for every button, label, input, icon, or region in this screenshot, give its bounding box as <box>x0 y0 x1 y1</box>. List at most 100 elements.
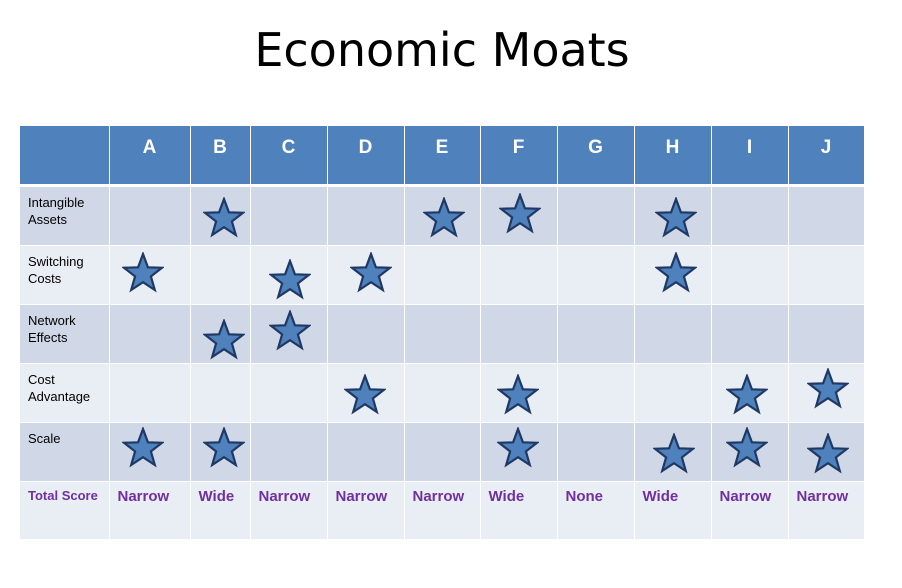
moat-cell <box>190 363 251 423</box>
moat-cell <box>480 245 558 305</box>
moat-cell <box>327 304 405 364</box>
moat-cell <box>190 185 251 246</box>
score-value: Wide <box>190 481 251 540</box>
column-header: F <box>480 126 558 187</box>
moat-cell <box>711 363 789 423</box>
header-corner <box>20 126 110 187</box>
moat-cell <box>109 245 191 305</box>
moat-cell <box>109 422 191 482</box>
star-icon <box>349 251 392 293</box>
moat-cell <box>788 185 865 246</box>
moat-cell <box>190 422 251 482</box>
moat-cell <box>190 304 251 364</box>
star-icon <box>268 258 311 300</box>
moat-cell <box>711 422 789 482</box>
star-icon <box>654 251 697 293</box>
moat-cell <box>109 304 191 364</box>
star-icon <box>343 373 386 415</box>
score-value: Wide <box>634 481 712 540</box>
moat-cell <box>250 245 328 305</box>
column-header: C <box>250 126 328 187</box>
star-icon <box>654 196 697 238</box>
table-row: Cost Advantage <box>20 363 865 423</box>
row-label: Network Effects <box>20 304 110 364</box>
score-value: Narrow <box>788 481 865 540</box>
header-row: A B C D E F G H I J <box>20 126 865 187</box>
table-row: Switching Costs <box>20 245 865 305</box>
table-row: Intangible Assets <box>20 185 865 246</box>
row-label: Switching Costs <box>20 245 110 305</box>
moat-cell <box>404 422 481 482</box>
score-value: Narrow <box>327 481 405 540</box>
star-icon <box>121 251 164 293</box>
moat-cell <box>404 304 481 364</box>
moat-cell <box>480 185 558 246</box>
star-icon <box>202 426 245 468</box>
moat-cell <box>634 245 712 305</box>
moat-cell <box>480 304 558 364</box>
score-value: Narrow <box>250 481 328 540</box>
moat-cell <box>788 245 865 305</box>
star-icon <box>496 426 539 468</box>
score-value: Narrow <box>711 481 789 540</box>
moat-cell <box>327 245 405 305</box>
star-icon <box>422 196 465 238</box>
moat-cell <box>557 304 635 364</box>
star-icon <box>121 426 164 468</box>
moat-cell <box>250 185 328 246</box>
column-header: I <box>711 126 789 187</box>
moat-cell <box>634 422 712 482</box>
page-title: Economic Moats <box>254 23 630 77</box>
moat-cell <box>480 363 558 423</box>
moat-cell <box>327 422 405 482</box>
score-value: Narrow <box>404 481 481 540</box>
moat-cell <box>404 185 481 246</box>
column-header: A <box>109 126 191 187</box>
moat-cell <box>480 422 558 482</box>
table-row: Network Effects <box>20 304 865 364</box>
moat-cell <box>634 363 712 423</box>
moat-cell <box>557 185 635 246</box>
total-score-row: Total Score Narrow Wide Narrow Narrow Na… <box>20 481 865 540</box>
total-score-label: Total Score <box>20 481 110 540</box>
moat-cell <box>404 363 481 423</box>
moat-cell <box>109 185 191 246</box>
moat-cell <box>788 422 865 482</box>
row-label: Scale <box>20 422 110 482</box>
moat-cell <box>250 422 328 482</box>
star-icon <box>725 426 768 468</box>
moat-cell <box>327 185 405 246</box>
moat-cell <box>711 185 789 246</box>
moats-table: A B C D E F G H I J Intangible Assets S <box>20 126 865 540</box>
moat-cell <box>250 363 328 423</box>
moat-cell <box>404 245 481 305</box>
star-icon <box>268 309 311 351</box>
star-icon <box>202 318 245 360</box>
moat-cell <box>250 304 328 364</box>
moat-cell <box>557 422 635 482</box>
moat-cell <box>557 363 635 423</box>
column-header: J <box>788 126 865 187</box>
moat-cell <box>327 363 405 423</box>
column-header: G <box>557 126 635 187</box>
star-icon <box>498 192 541 234</box>
column-header: H <box>634 126 712 187</box>
star-icon <box>806 367 849 409</box>
score-value: Wide <box>480 481 558 540</box>
table-row: Scale <box>20 422 865 482</box>
moat-cell <box>557 245 635 305</box>
row-label: Cost Advantage <box>20 363 110 423</box>
score-value: Narrow <box>109 481 191 540</box>
star-icon <box>806 432 849 474</box>
column-header: D <box>327 126 405 187</box>
moat-cell <box>788 363 865 423</box>
column-header: E <box>404 126 481 187</box>
score-value: None <box>557 481 635 540</box>
moat-cell <box>634 185 712 246</box>
column-header: B <box>190 126 251 187</box>
star-icon <box>202 196 245 238</box>
moat-cell <box>109 363 191 423</box>
moat-cell <box>788 304 865 364</box>
star-icon <box>725 373 768 415</box>
row-label: Intangible Assets <box>20 185 110 246</box>
